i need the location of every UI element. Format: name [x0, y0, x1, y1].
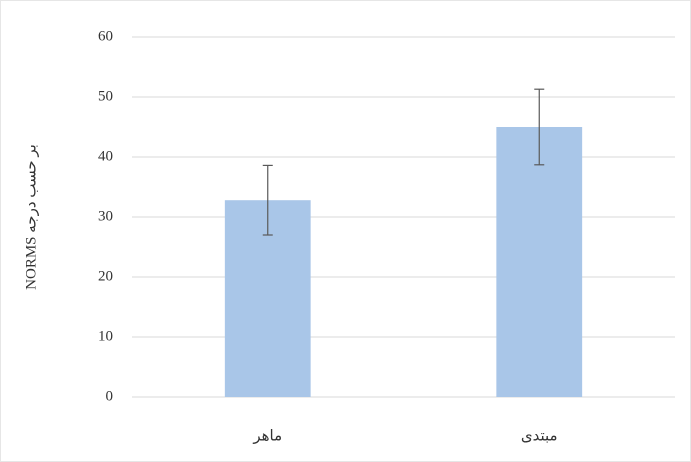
error-bar	[534, 88, 545, 166]
y-tick-label: 30	[98, 208, 113, 224]
error-bar	[262, 164, 273, 236]
y-tick-label: 50	[98, 88, 113, 104]
y-tick-label: 60	[98, 28, 113, 44]
x-tick-label: ماهر	[252, 428, 282, 444]
x-tick-label: مبتدی	[521, 428, 558, 444]
y-tick-label: 0	[106, 388, 114, 404]
bar	[496, 127, 583, 397]
y-tick-label: 10	[98, 328, 113, 344]
y-axis-label: NORMS بر حسب درجه	[23, 144, 39, 290]
y-tick-label: 20	[98, 268, 113, 284]
y-tick-label: 40	[98, 148, 113, 164]
